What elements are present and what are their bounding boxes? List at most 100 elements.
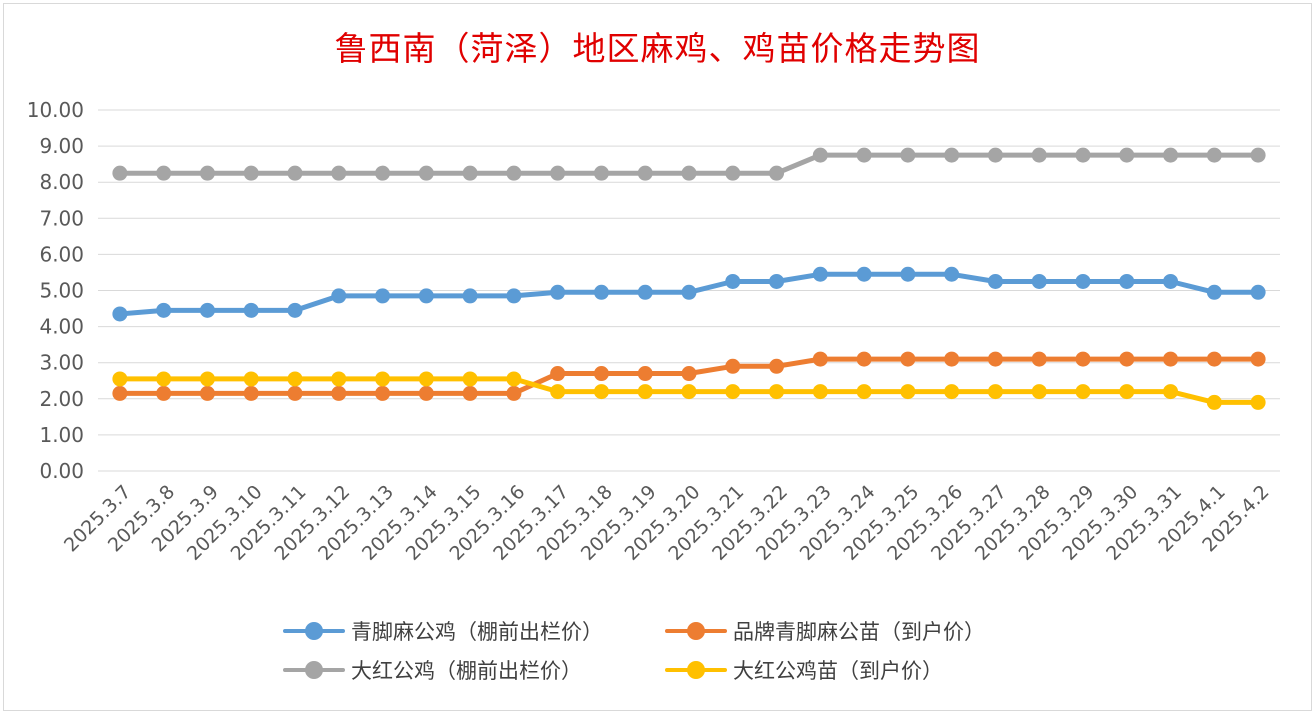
data-point-series-1 xyxy=(593,366,609,382)
data-point-series-2 xyxy=(987,147,1003,163)
data-point-series-0 xyxy=(199,302,215,318)
data-point-series-3 xyxy=(375,371,391,387)
data-point-series-3 xyxy=(725,384,741,400)
data-point-series-2 xyxy=(550,165,566,181)
data-point-series-2 xyxy=(243,165,259,181)
data-point-series-0 xyxy=(987,273,1003,289)
data-point-series-3 xyxy=(1031,384,1047,400)
data-point-series-0 xyxy=(681,284,697,300)
data-point-series-1 xyxy=(1031,351,1047,367)
data-point-series-1 xyxy=(287,385,303,401)
data-point-series-0 xyxy=(112,306,128,322)
data-point-series-3 xyxy=(287,371,303,387)
y-tick-label: 1.00 xyxy=(39,423,84,447)
data-point-series-1 xyxy=(725,358,741,374)
chart-legend: 青脚麻公鸡（棚前出栏价） 品牌青脚麻公苗（到户价） 大红公鸡（棚前出栏价） 大红… xyxy=(283,614,1083,694)
legend-label-series-0: 青脚麻公鸡（棚前出栏价） xyxy=(351,620,603,644)
y-tick-label: 6.00 xyxy=(39,242,84,266)
data-point-series-0 xyxy=(287,302,303,318)
data-point-series-3 xyxy=(987,384,1003,400)
data-point-series-0 xyxy=(506,288,522,304)
legend-label-series-1: 品牌青脚麻公苗（到户价） xyxy=(733,620,985,644)
data-point-series-0 xyxy=(375,288,391,304)
data-point-series-3 xyxy=(944,384,960,400)
data-point-series-2 xyxy=(112,165,128,181)
data-point-series-2 xyxy=(769,165,785,181)
data-point-series-1 xyxy=(769,358,785,374)
data-point-series-2 xyxy=(725,165,741,181)
legend-item-series-0: 青脚麻公鸡（棚前出栏价） xyxy=(283,614,603,648)
data-point-series-0 xyxy=(156,302,172,318)
data-point-series-3 xyxy=(769,384,785,400)
data-point-series-0 xyxy=(1119,273,1135,289)
data-point-series-1 xyxy=(1206,351,1222,367)
data-point-series-0 xyxy=(1075,273,1091,289)
data-point-series-0 xyxy=(1206,284,1222,300)
data-point-series-1 xyxy=(112,385,128,401)
data-point-series-2 xyxy=(1250,147,1266,163)
legend-item-series-2: 大红公鸡（棚前出栏价） xyxy=(283,653,582,687)
y-tick-label: 3.00 xyxy=(39,351,84,375)
data-point-series-1 xyxy=(375,385,391,401)
data-point-series-0 xyxy=(1163,273,1179,289)
data-point-series-2 xyxy=(156,165,172,181)
legend-marker-series-1 xyxy=(665,614,727,648)
data-point-series-1 xyxy=(462,385,478,401)
data-point-series-3 xyxy=(812,384,828,400)
data-point-series-1 xyxy=(506,385,522,401)
legend-marker-series-2 xyxy=(283,653,345,687)
data-point-series-3 xyxy=(1250,394,1266,410)
data-point-series-2 xyxy=(1163,147,1179,163)
y-tick-label: 2.00 xyxy=(39,387,84,411)
data-point-series-3 xyxy=(199,371,215,387)
data-point-series-3 xyxy=(331,371,347,387)
data-point-series-3 xyxy=(1119,384,1135,400)
data-point-series-2 xyxy=(856,147,872,163)
y-tick-label: 8.00 xyxy=(39,170,84,194)
data-point-series-1 xyxy=(987,351,1003,367)
data-point-series-1 xyxy=(1250,351,1266,367)
data-point-series-1 xyxy=(681,366,697,382)
data-point-series-1 xyxy=(812,351,828,367)
data-point-series-2 xyxy=(331,165,347,181)
data-point-series-0 xyxy=(1031,273,1047,289)
data-point-series-0 xyxy=(725,273,741,289)
legend-label-series-3: 大红公鸡苗（到户价） xyxy=(733,659,943,683)
chart-title: 鲁西南（菏泽）地区麻鸡、鸡苗价格走势图 xyxy=(334,29,981,68)
legend-item-series-1: 品牌青脚麻公苗（到户价） xyxy=(665,614,985,648)
y-tick-label: 0.00 xyxy=(39,459,84,483)
data-point-series-1 xyxy=(900,351,916,367)
data-point-series-3 xyxy=(681,384,697,400)
y-tick-label: 5.00 xyxy=(39,279,84,303)
data-point-series-2 xyxy=(812,147,828,163)
data-point-series-2 xyxy=(681,165,697,181)
data-point-series-3 xyxy=(112,371,128,387)
data-point-series-2 xyxy=(1031,147,1047,163)
data-point-series-3 xyxy=(156,371,172,387)
legend-item-series-3: 大红公鸡苗（到户价） xyxy=(665,653,943,687)
data-point-series-3 xyxy=(593,384,609,400)
data-point-series-2 xyxy=(1119,147,1135,163)
data-point-series-3 xyxy=(856,384,872,400)
data-point-series-0 xyxy=(593,284,609,300)
data-point-series-3 xyxy=(1206,394,1222,410)
data-point-series-3 xyxy=(550,384,566,400)
data-point-series-1 xyxy=(199,385,215,401)
data-point-series-3 xyxy=(900,384,916,400)
data-point-series-0 xyxy=(331,288,347,304)
data-point-series-1 xyxy=(550,366,566,382)
data-point-series-1 xyxy=(243,385,259,401)
data-point-series-3 xyxy=(1163,384,1179,400)
data-point-series-0 xyxy=(812,266,828,282)
data-point-series-2 xyxy=(1206,147,1222,163)
data-point-series-3 xyxy=(1075,384,1091,400)
legend-label-series-2: 大红公鸡（棚前出栏价） xyxy=(351,659,582,683)
legend-marker-series-3 xyxy=(665,653,727,687)
data-point-series-1 xyxy=(331,385,347,401)
data-point-series-3 xyxy=(637,384,653,400)
data-point-series-0 xyxy=(769,273,785,289)
data-point-series-2 xyxy=(375,165,391,181)
data-point-series-2 xyxy=(199,165,215,181)
data-point-series-1 xyxy=(1163,351,1179,367)
